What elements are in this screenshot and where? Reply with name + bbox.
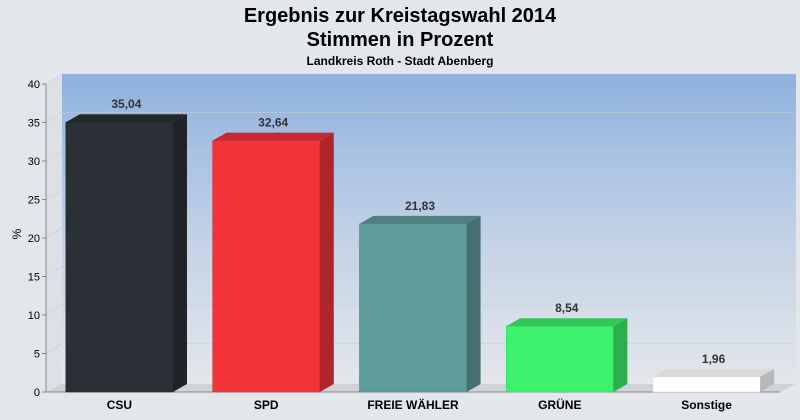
bar: [652, 376, 761, 393]
y-tick-label: 15: [28, 272, 40, 284]
y-tick-label: 20: [28, 233, 40, 245]
chart-title: Ergebnis zur Kreistagswahl 2014: [244, 5, 557, 27]
category-label: FREIE WÄHLER: [367, 397, 459, 412]
value-label: 1,96: [702, 352, 726, 366]
y-tick-label: 10: [28, 310, 40, 322]
chart-title-line2: Stimmen in Prozent: [307, 29, 494, 51]
y-tick-label: 0: [34, 387, 40, 399]
chart-subtitle: Landkreis Roth - Stadt Abenberg: [307, 54, 494, 68]
category-label: Sonstige: [681, 398, 732, 412]
gridline: [45, 189, 796, 200]
category-label: CSU: [107, 398, 132, 412]
gridline: [45, 304, 796, 316]
bar: [359, 223, 467, 393]
value-label: 35,04: [111, 97, 141, 111]
y-axis-label: %: [10, 228, 24, 239]
bar: [505, 325, 614, 393]
y-tick-label: 25: [28, 195, 40, 207]
category-label: GRÜNE: [538, 397, 581, 412]
category-label: SPD: [254, 398, 279, 412]
bar-top: [212, 132, 334, 141]
gridline: [45, 150, 796, 162]
value-label: 32,64: [258, 116, 288, 130]
bar-side: [172, 114, 187, 392]
y-tick-label: 5: [34, 349, 40, 361]
y-tick-label: 30: [28, 156, 40, 168]
value-labels: 35,04 32,64 21,83 8,54 1,96: [111, 97, 725, 366]
y-tick-label: 40: [28, 79, 40, 91]
value-label: 21,83: [405, 199, 435, 213]
bar-side: [760, 368, 775, 392]
bars: [65, 114, 775, 393]
bar: [65, 121, 174, 393]
bar-side: [613, 318, 628, 392]
value-label: 8,54: [555, 301, 579, 315]
gridline: [45, 73, 796, 85]
bar-side: [466, 215, 481, 392]
bar-top: [506, 318, 628, 327]
bar-top: [65, 114, 187, 123]
gridline: [45, 112, 796, 123]
y-tick-label: 35: [28, 118, 40, 130]
gridline: [45, 227, 796, 239]
bar-side: [319, 132, 334, 392]
gridline: [45, 266, 796, 277]
bar-top: [359, 215, 481, 224]
bar: [212, 140, 321, 393]
category-labels: CSU SPD FREIE WÄHLER GRÜNE Sonstige: [107, 397, 733, 412]
bar-top: [653, 368, 775, 377]
y-axis-ticks: 0 5 10 15 20 25 30 35 40: [28, 79, 46, 399]
